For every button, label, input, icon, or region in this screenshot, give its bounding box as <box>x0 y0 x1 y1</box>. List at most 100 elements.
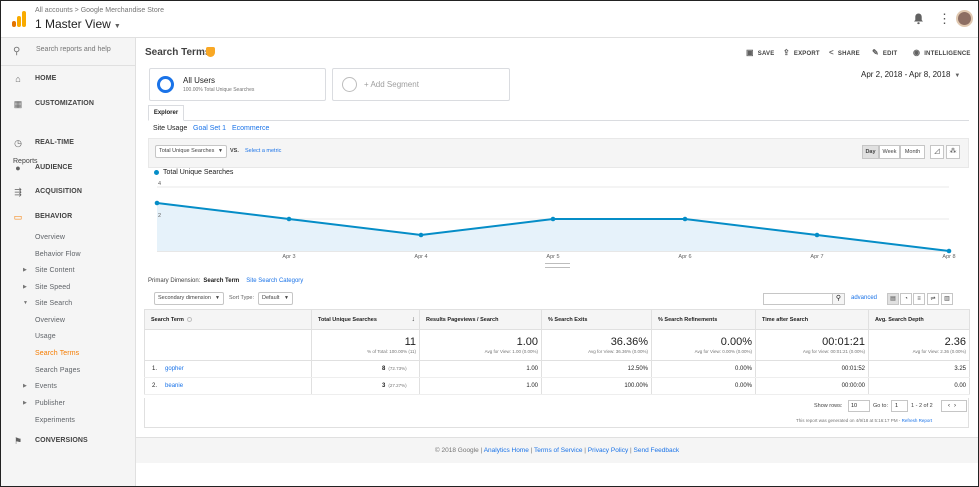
segment-all-users[interactable]: All Users 100.00% Total Unique Searches <box>149 68 326 101</box>
sidebar-item-site-search[interactable]: ▼ Site Search <box>1 296 135 312</box>
chevron-right-icon[interactable]: › <box>954 403 960 409</box>
home-icon: ⌂ <box>15 74 21 84</box>
avatar[interactable] <box>956 10 973 27</box>
intelligence-button[interactable]: ◉ INTELLIGENCE <box>913 48 971 57</box>
sidebar-item-label: Site Search <box>35 300 73 307</box>
sidebar-item-label: CUSTOMIZATION <box>35 100 94 107</box>
col-header-label: % Search Exits <box>548 316 588 323</box>
col-header-avg-search-depth[interactable]: Avg. Search Depth <box>868 309 970 330</box>
refresh-report-link[interactable]: Refresh Report <box>901 418 933 423</box>
search-icon[interactable]: ⚲ <box>832 293 845 305</box>
sidebar-item-home[interactable]: ⌂ HOME <box>1 71 135 87</box>
sidebar-item-experiments[interactable]: Experiments <box>1 413 135 429</box>
col-header-label: % Search Refinements <box>658 316 718 323</box>
chart-controls: Total Unique Searches ▼ VS. Select a metr… <box>148 138 969 168</box>
chart-resize-handle[interactable] <box>545 263 570 268</box>
analytics-logo-icon[interactable] <box>12 11 26 27</box>
y-tick-label: 4 <box>158 181 161 187</box>
subtab-site-usage[interactable]: Site Usage <box>153 125 188 132</box>
show-rows-select[interactable]: 10 <box>848 400 870 412</box>
sidebar-item-behavior-flow[interactable]: Behavior Flow <box>1 247 135 263</box>
copyright: © 2018 Google <box>434 447 479 454</box>
secondary-dimension-select[interactable]: Secondary dimension ▼ <box>154 292 224 305</box>
chevron-left-icon[interactable]: ‹ <box>948 403 954 409</box>
motion-chart-icon[interactable]: ⁂ <box>946 145 960 159</box>
sidebar-item-search-overview[interactable]: Overview <box>1 313 135 329</box>
alt-dimension-link[interactable]: Site Search Category <box>246 278 304 284</box>
footer-link-privacy[interactable]: Privacy Policy <box>587 447 629 454</box>
share-icon: < <box>829 48 834 57</box>
footer-link-analytics-home[interactable]: Analytics Home <box>483 447 529 454</box>
table-view-icon[interactable]: ▤ <box>887 293 899 305</box>
subtab-ecommerce[interactable]: Ecommerce <box>232 125 270 132</box>
granularity-month-button[interactable]: Month <box>900 145 925 159</box>
sidebar-item-publisher[interactable]: ▶ Publisher <box>1 396 135 412</box>
sidebar-item-behavior-overview[interactable]: Overview <box>1 230 135 246</box>
subtab-goal-set[interactable]: Goal Set 1 <box>193 125 227 132</box>
breadcrumb[interactable]: All accounts > Google Merchandise Store <box>35 7 164 14</box>
pie-view-icon[interactable]: ◔ <box>900 293 912 305</box>
footer: © 2018 Google | Analytics Home | Terms o… <box>136 437 978 463</box>
divider <box>148 120 969 121</box>
save-button[interactable]: ▣ SAVE <box>746 48 774 57</box>
sidebar-item-customization[interactable]: ▦ CUSTOMIZATION <box>1 96 135 112</box>
sidebar-item-site-content[interactable]: ▶ Site Content <box>1 263 135 279</box>
sidebar-item-search-terms[interactable]: Search Terms <box>1 346 135 362</box>
search-icon: ⚲ <box>13 46 21 57</box>
search-term-cell: 1. gopher <box>144 360 312 378</box>
bell-icon[interactable] <box>913 13 924 25</box>
search-input[interactable]: Search reports and help <box>36 46 111 53</box>
granularity-week-button[interactable]: Week <box>879 145 900 159</box>
performance-view-icon[interactable]: ≡ <box>913 293 925 305</box>
total-cell: 11% of Total: 100.00% (11) <box>311 329 420 361</box>
edit-button[interactable]: ✎ EDIT <box>872 48 897 57</box>
table-search-input[interactable] <box>763 293 835 305</box>
sidebar-search[interactable]: ⚲ Search reports and help <box>1 38 135 66</box>
sidebar-item-conversions[interactable]: ⚑ CONVERSIONS <box>1 433 135 449</box>
sidebar-item-events[interactable]: ▶ Events <box>1 379 135 395</box>
search-term-link[interactable]: beanie <box>165 383 184 389</box>
primary-dimension-active[interactable]: Search Term <box>203 278 240 284</box>
share-button[interactable]: < SHARE <box>829 48 860 57</box>
date-range-picker[interactable]: Apr 2, 2018 - Apr 8, 2018 ▼ <box>861 70 960 79</box>
help-icon[interactable] <box>186 316 192 322</box>
sidebar-item-site-speed[interactable]: ▶ Site Speed <box>1 280 135 296</box>
sidebar-item-label: Events <box>35 383 57 390</box>
line-chart-icon[interactable]: ◿ <box>930 145 944 159</box>
more-vert-icon[interactable]: ⋮ <box>938 11 951 26</box>
comparison-view-icon[interactable]: ⇌ <box>927 293 939 305</box>
sidebar-item-behavior[interactable]: ▭ BEHAVIOR <box>1 209 135 225</box>
sidebar-item-label: Site Speed <box>35 284 71 291</box>
export-button[interactable]: ⇪ EXPORT <box>783 48 820 57</box>
col-header-search-refinements[interactable]: % Search Refinements <box>651 309 756 330</box>
add-segment-button[interactable]: + Add Segment <box>332 68 510 101</box>
metric-select[interactable]: Total Unique Searches ▼ <box>155 145 227 158</box>
sidebar-item-audience[interactable]: ● AUDIENCE <box>1 160 135 176</box>
select-metric-link[interactable]: Select a metric <box>245 148 282 154</box>
granularity-day-button[interactable]: Day <box>862 145 879 159</box>
sidebar-item-acquisition[interactable]: ⇶ ACQUISITION <box>1 184 135 200</box>
triangle-right-icon: ▶ <box>23 400 27 406</box>
sidebar-item-search-pages[interactable]: Search Pages <box>1 363 135 379</box>
searches-pct: (27.27%) <box>388 383 407 388</box>
dashboard-icon: ▦ <box>13 99 23 109</box>
advanced-filter-link[interactable]: advanced <box>851 295 878 301</box>
view-selector[interactable]: 1 Master View ▼ <box>35 17 121 31</box>
sort-type-select[interactable]: Default ▼ <box>258 292 293 305</box>
sidebar-item-search-usage[interactable]: Usage <box>1 329 135 345</box>
col-header-search-exits[interactable]: % Search Exits <box>541 309 652 330</box>
search-term-link[interactable]: gopher <box>165 366 184 372</box>
col-header-search-term[interactable]: Search Term <box>144 309 312 330</box>
goto-input[interactable]: 1 <box>891 400 908 412</box>
pivot-view-icon[interactable]: ▥ <box>941 293 953 305</box>
data-point <box>814 232 820 238</box>
col-header-time-after-search[interactable]: Time after Search <box>755 309 869 330</box>
tab-explorer[interactable]: Explorer <box>148 105 184 121</box>
col-header-total-unique-searches[interactable]: Total Unique Searches ↓ <box>311 309 420 330</box>
footer-link-terms[interactable]: Terms of Service <box>534 447 583 454</box>
col-header-results-pageviews[interactable]: Results Pageviews / Search <box>419 309 542 330</box>
footer-link-feedback[interactable]: Send Feedback <box>633 447 680 454</box>
pager-prev-next-buttons[interactable]: ‹› <box>941 400 967 412</box>
sidebar-item-realtime[interactable]: ◷ REAL-TIME <box>1 135 135 151</box>
